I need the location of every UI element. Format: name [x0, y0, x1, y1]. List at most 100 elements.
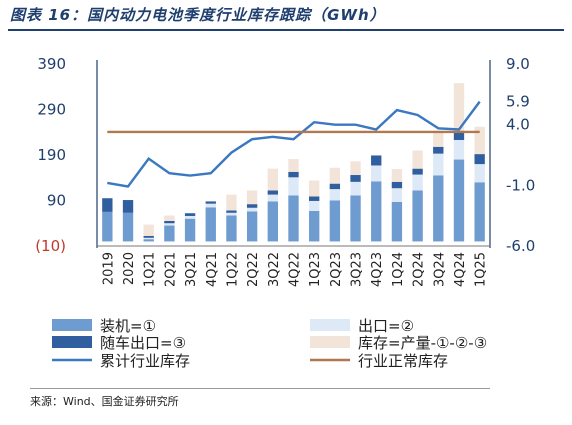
bar-segment [433, 153, 444, 176]
bar-segment [329, 183, 341, 190]
bar-segment [102, 211, 113, 242]
left-tick-label: 290 [37, 101, 66, 119]
x-tick-label: 2019 [101, 252, 116, 285]
bar-segment [184, 218, 196, 242]
legend-swatch [310, 319, 350, 331]
bar-segment [267, 190, 278, 195]
x-tick-label: 1Q25 [474, 252, 489, 287]
bar-segment [226, 215, 237, 242]
bar-segment [309, 196, 320, 201]
bar-segment [164, 223, 175, 226]
bar-segment [433, 175, 444, 242]
x-tick-label: 1Q22 [225, 252, 240, 287]
bar-segment [412, 150, 423, 169]
bar-segment [102, 198, 113, 212]
bar-segment [309, 180, 320, 197]
bar-segment [412, 174, 423, 191]
x-tick-label: 4Q21 [205, 252, 220, 287]
x-tick-label: 3Q23 [350, 252, 365, 287]
left-tick-label: 190 [37, 146, 66, 164]
bar-segment [474, 182, 485, 242]
source-note: 来源：Wind、国金证券研究所 [30, 395, 179, 408]
bar-segment [350, 161, 361, 176]
bar-segment [205, 201, 216, 204]
x-tick-label: 3Q22 [267, 252, 282, 287]
bar-segment [184, 213, 196, 216]
x-tick-label: 2Q24 [412, 252, 427, 287]
x-tick-label: 2020 [122, 252, 137, 285]
bar-segment [143, 224, 154, 236]
x-tick-label: 2Q21 [163, 252, 178, 287]
bar-segment [226, 194, 237, 211]
bar-segment [267, 168, 278, 191]
bar-segment [453, 139, 465, 160]
bar-segment [329, 189, 341, 201]
chart: 390 290 190 90 (10) 9.0 4.0 -1.0 -6.0 5.9 2019 2020… [35, 55, 535, 370]
bar-segment [288, 159, 299, 172]
legend-swatch [52, 319, 92, 331]
left-tick-label: 90 [47, 192, 66, 210]
bar-segment [288, 195, 299, 242]
bar-segment [246, 207, 258, 212]
bar-segment [350, 195, 361, 242]
bar-segment [350, 181, 361, 196]
bar-segment [143, 237, 154, 240]
bar-segment [122, 212, 134, 242]
x-tick-label: 1Q23 [308, 252, 323, 287]
x-tick-label: 4Q22 [288, 252, 303, 287]
bar-segment [226, 212, 237, 216]
bar-segment [391, 181, 403, 189]
x-tick-label: 1Q21 [143, 252, 158, 287]
bar-segment [267, 201, 278, 242]
bar-segment [433, 130, 444, 147]
bar-segment [371, 165, 382, 182]
bar-segment [288, 171, 299, 178]
legend-swatch [310, 336, 350, 348]
bar-segment [391, 169, 403, 182]
bar-segment [164, 225, 175, 242]
bar-segment [453, 83, 465, 131]
series-line [107, 100, 481, 188]
bar-segment [267, 194, 278, 202]
bar-segment [350, 175, 361, 182]
left-tick-label: 390 [37, 55, 66, 73]
bar-segment [288, 177, 299, 196]
bar-segment [205, 207, 216, 242]
bar-segment [474, 126, 485, 155]
bar-segment [309, 200, 320, 211]
bar-segment [246, 211, 258, 242]
title-rule [8, 29, 564, 31]
bar-segment [391, 188, 403, 202]
bar-segment [412, 190, 423, 242]
legend-label: 行业正常库存 [358, 352, 448, 370]
bar-segment [474, 164, 485, 183]
x-tick-label: 2Q22 [246, 252, 261, 287]
bar-segment [329, 200, 341, 242]
x-tick-label: 3Q21 [184, 252, 199, 287]
bar-segment [143, 235, 154, 238]
bar-segment [309, 210, 320, 242]
legend-swatch [52, 336, 92, 348]
right-tick-label: 4.0 [506, 116, 530, 134]
x-tick-label: 2Q23 [329, 252, 344, 287]
bar-segment [226, 210, 237, 213]
legend-label: 随车出口=③ [100, 334, 186, 352]
bar-segment [246, 190, 258, 205]
bar-segment [453, 159, 465, 242]
legend-label: 库存=产量-①-②-③ [358, 334, 487, 352]
bar-segment [143, 239, 154, 242]
bar-segment [412, 168, 423, 175]
bar-segment [453, 130, 465, 140]
legend-label: 出口=② [358, 317, 414, 335]
left-tick-label: (10) [35, 237, 66, 255]
right-tick-label: 9.0 [506, 55, 530, 73]
bar-segment [246, 204, 258, 208]
source-rule [30, 388, 490, 389]
bar-segment [371, 181, 382, 242]
bar-segment [184, 215, 196, 219]
chart-title: 图表 16：国内动力电池季度行业库存跟踪（GWh） [10, 6, 386, 24]
bar-segment [391, 201, 403, 242]
x-tick-label: 3Q24 [432, 252, 447, 287]
bar-segment [164, 215, 175, 221]
x-tick-label: 4Q23 [370, 252, 385, 287]
